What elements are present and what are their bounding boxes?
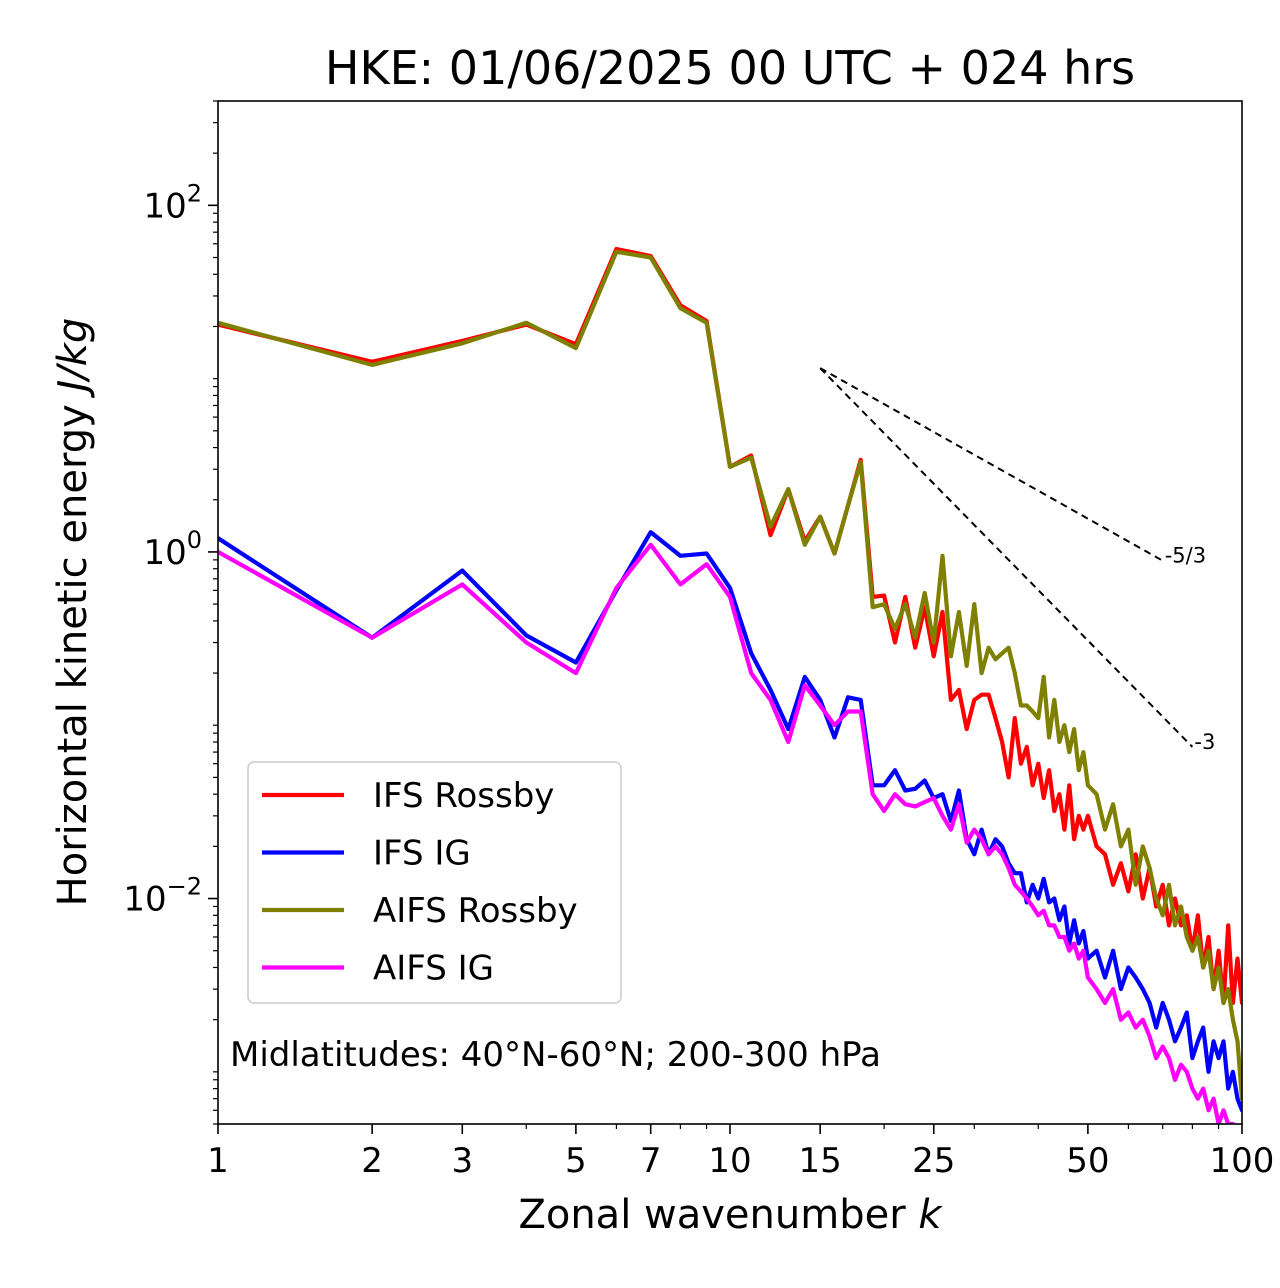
- y-tick-label-exponent: −2: [167, 873, 202, 901]
- series-line-aifs-ig: [218, 542, 1236, 1124]
- y-tick-label-exponent: 2: [187, 179, 202, 207]
- series-lines: [218, 246, 1242, 1124]
- y-axis-label-main: Horizontal kinetic energy: [50, 392, 96, 907]
- region-annotation: Midlatitudes: 40°N-60°N; 200-300 hPa: [230, 1035, 881, 1075]
- legend-entries: IFS Rossby IFS IG AIFS Rossby AIFS IG: [262, 776, 578, 989]
- x-axis: 1 2 3 5 7 10 15 25 50 100: [207, 1124, 1274, 1181]
- x-tick-label: 25: [912, 1141, 955, 1181]
- reference-lines: [819, 367, 1194, 748]
- x-tick-label: 50: [1066, 1141, 1109, 1181]
- slope-label: -3: [1194, 730, 1215, 754]
- y-axis-label: Horizontal kinetic energy J/kg: [50, 318, 96, 907]
- y-tick-label-exponent: 0: [187, 526, 202, 554]
- legend-label: IFS IG: [373, 834, 471, 874]
- slope-reference-line: [819, 367, 1164, 562]
- x-tick-label: 1: [207, 1141, 229, 1181]
- legend-label: AIFS IG: [373, 949, 494, 989]
- y-tick-label-base: 10: [123, 880, 166, 920]
- series-line-aifs-rossby: [218, 249, 1242, 1101]
- x-axis-label-main: Zonal wavenumber: [518, 1192, 918, 1238]
- legend-label: IFS Rossby: [373, 776, 554, 816]
- y-tick-label-base: 10: [143, 533, 186, 573]
- slope-label: -5/3: [1165, 544, 1206, 568]
- x-tick-label: 100: [1210, 1141, 1275, 1181]
- chart-title: HKE: 01/06/2025 00 UTC + 024 hrs: [325, 41, 1135, 95]
- legend-label: AIFS Rossby: [373, 891, 578, 931]
- x-tick-label: 3: [451, 1141, 473, 1181]
- series-line-ifs-ig: [218, 530, 1242, 1113]
- x-tick-label: 7: [640, 1141, 662, 1181]
- x-tick-label: 2: [361, 1141, 383, 1181]
- reference-line-labels: -5/3 -3: [1165, 544, 1216, 754]
- x-axis-label-symbol: k: [918, 1192, 943, 1238]
- y-tick-label-base: 10: [143, 186, 186, 226]
- slope-reference-line: [819, 367, 1194, 748]
- legend: IFS Rossby IFS IG AIFS Rossby AIFS IG: [247, 761, 622, 1004]
- y-tick-label: 102: [143, 179, 202, 226]
- y-axis-label-unit: J/kg: [50, 318, 96, 399]
- x-axis-label: Zonal wavenumber k: [518, 1192, 943, 1238]
- y-tick-label: 100: [143, 526, 202, 573]
- x-tick-label: 15: [799, 1141, 842, 1181]
- x-tick-label: 5: [565, 1141, 587, 1181]
- y-tick-label: 10−2: [123, 873, 202, 920]
- legend-box: [247, 761, 622, 1004]
- x-tick-label: 10: [708, 1141, 751, 1181]
